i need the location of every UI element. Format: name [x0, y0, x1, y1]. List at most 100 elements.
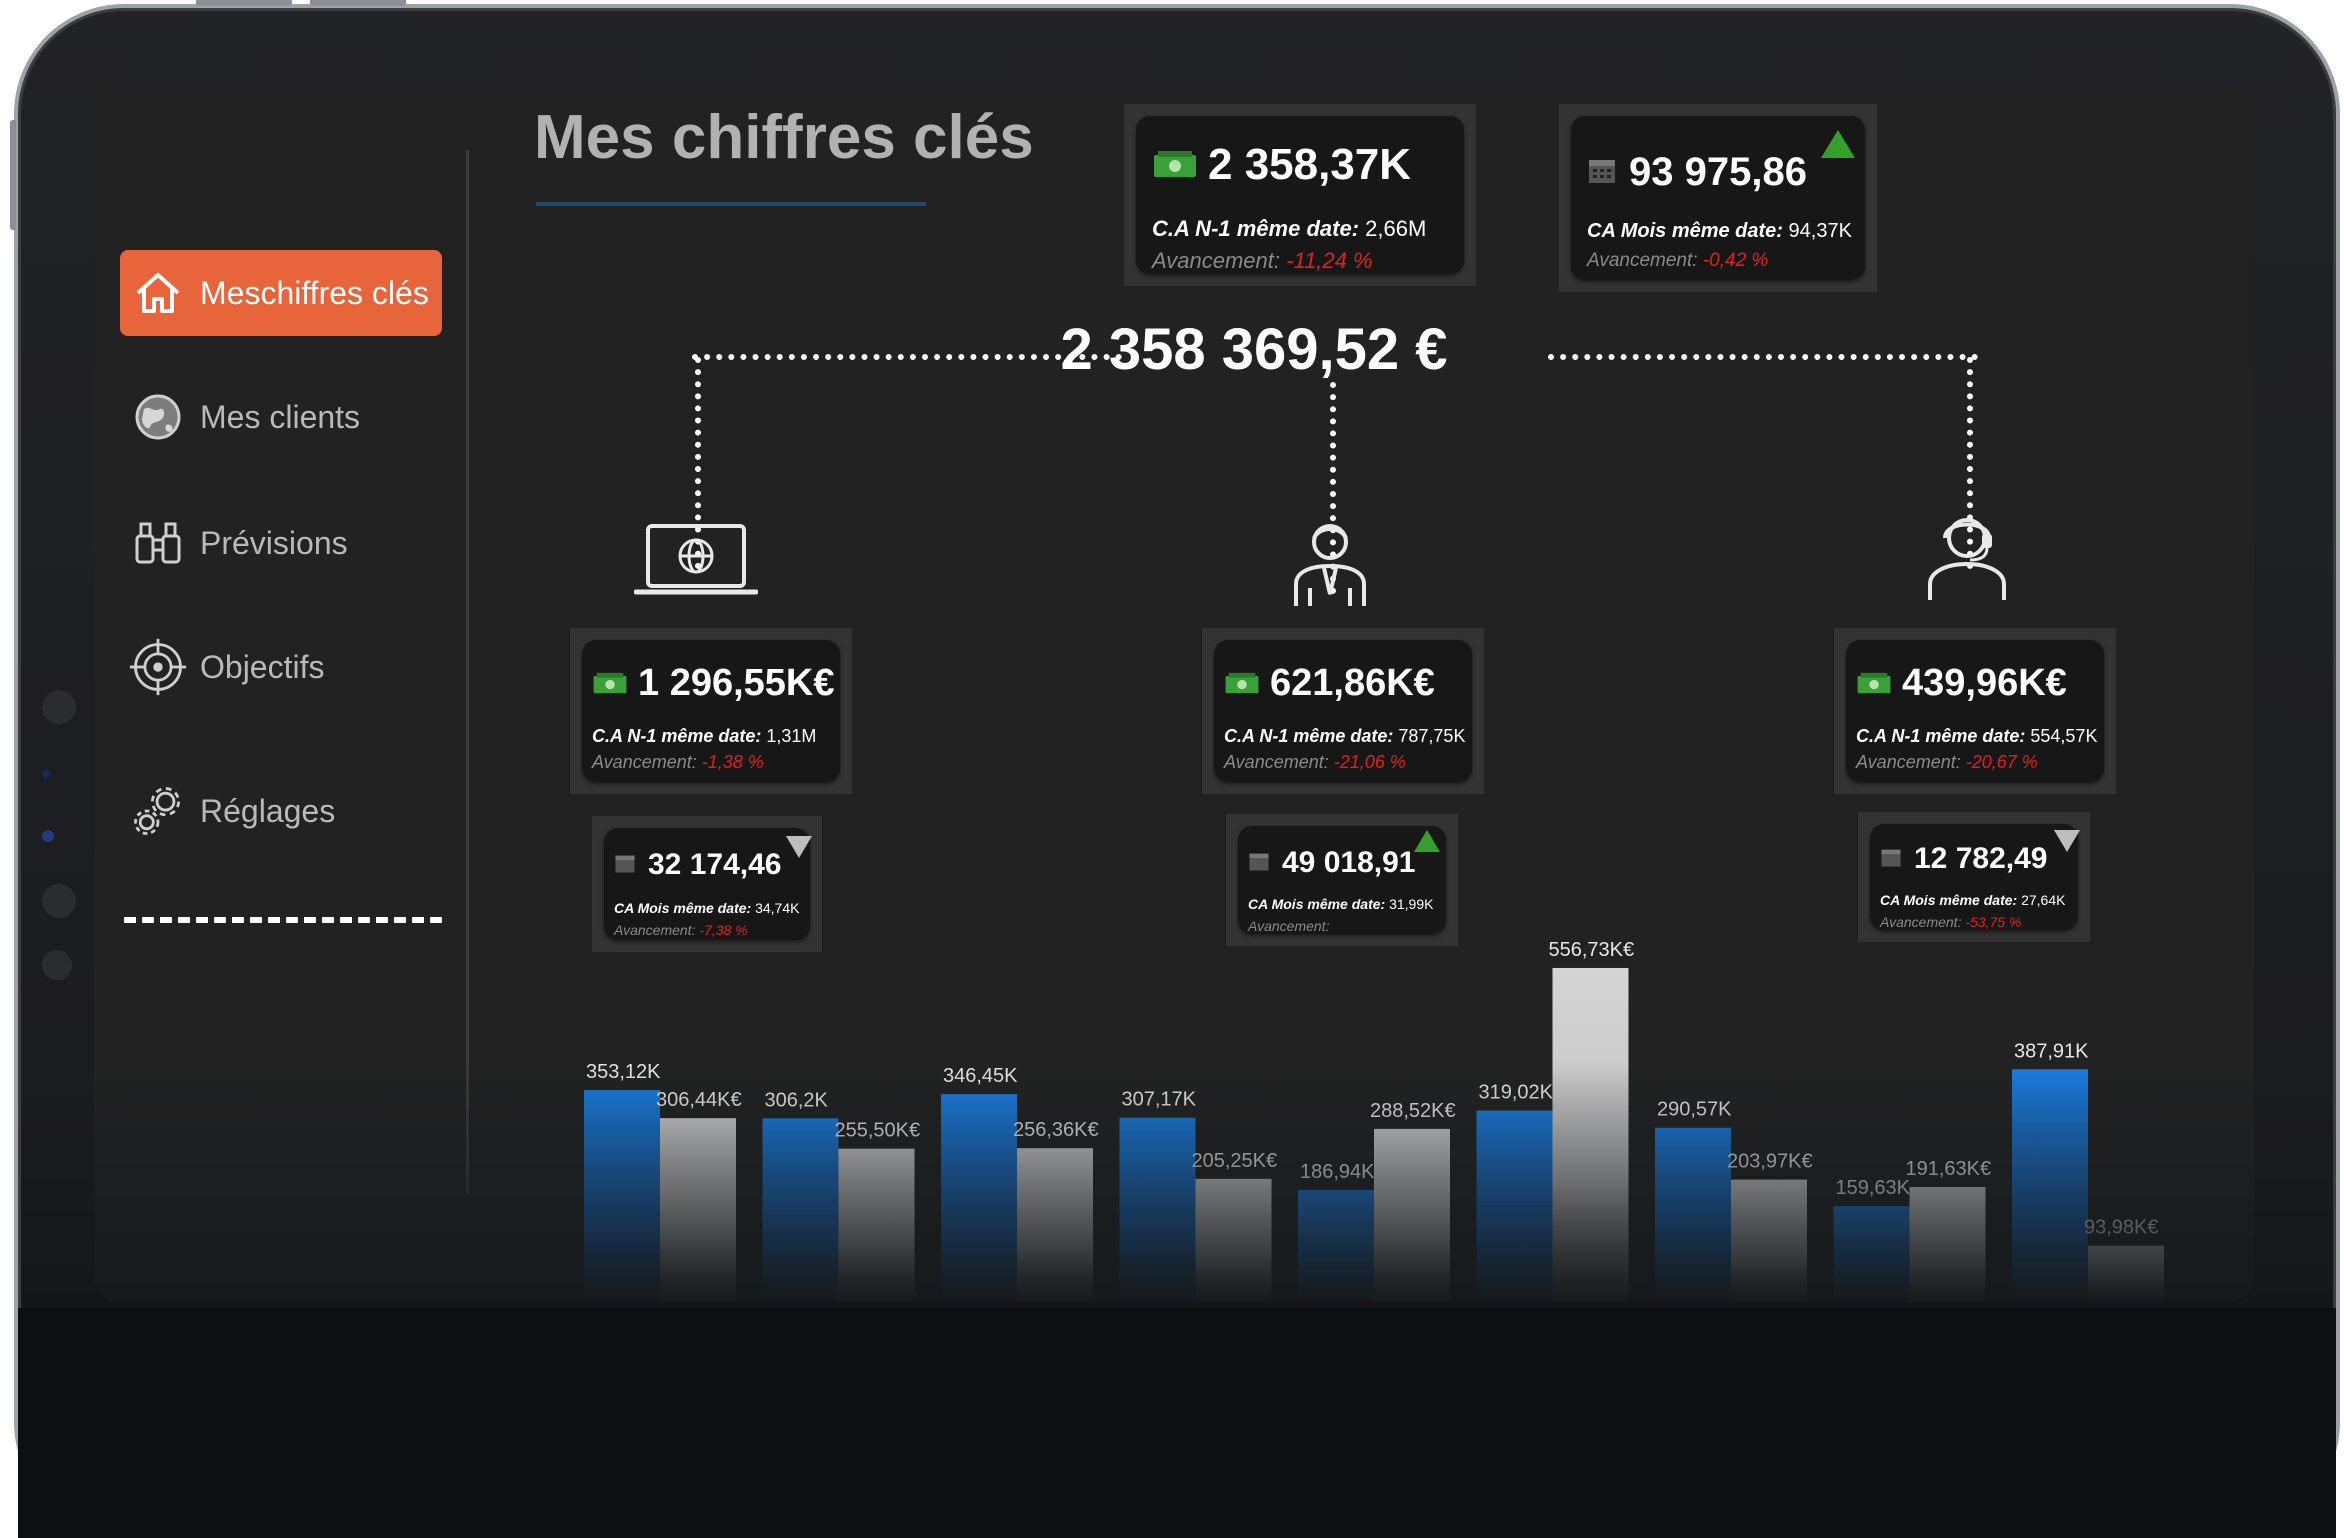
cash-icon	[1224, 662, 1260, 705]
connector-line	[1548, 354, 1978, 360]
segment-month-progress: Avancement:	[1248, 918, 1329, 934]
kpi-card-segment: 439,96K€ C.A N-1 même date: 554,57K Avan…	[1834, 628, 2116, 794]
segment-progress: Avancement: -1,38 %	[592, 752, 764, 773]
segment-month-value: 12 782,49	[1914, 842, 2048, 875]
kpi-adv-label: Avancement:	[1856, 752, 1961, 772]
hardware-button	[196, 0, 292, 6]
segment-month-value: 32 174,46	[648, 848, 782, 881]
kpi-adv-label: Avancement:	[1880, 914, 1962, 930]
kpi-card-inner: 1 296,55K€ C.A N-1 même date: 1,31M Avan…	[582, 640, 840, 782]
kpi-sub-label: CA Mois même date:	[1248, 896, 1386, 912]
sensor-dot	[42, 884, 76, 918]
kpi-sub-label: CA Mois même date:	[614, 900, 752, 916]
kpi-adv-value: -0,42 %	[1702, 250, 1769, 271]
headset-user-icon	[1926, 510, 2008, 607]
sidebar-item-objectifs[interactable]: Objectifs	[120, 624, 442, 710]
sensor-dot	[42, 770, 50, 778]
kpi-adv-label: Avancement:	[1152, 248, 1281, 273]
data-label: 387,91K	[2014, 1040, 2089, 1062]
cash-icon	[592, 662, 628, 705]
sidebar-item-label: Mes clients	[200, 398, 361, 435]
segment-previous: C.A N-1 même date: 554,57K	[1856, 726, 2097, 747]
kpi-card-segment: 621,86K€ C.A N-1 même date: 787,75K Avan…	[1202, 628, 1484, 794]
kpi-month-value: 93 975,86	[1629, 150, 1807, 194]
segment-main-value: 1 296,55K€	[638, 662, 835, 704]
kpi-adv-value: -53,75 %	[1965, 914, 2022, 930]
side-key	[10, 120, 16, 230]
sensor-dot	[42, 830, 54, 842]
page-title: Mes chiffres clés	[534, 103, 1034, 172]
globe-icon	[128, 387, 188, 447]
segment-progress: Avancement: -21,06 %	[1224, 752, 1406, 773]
cash-icon	[1152, 140, 1198, 190]
dashboard-screen: Meschiffres clés Mes clients Prévisions …	[94, 82, 2254, 1302]
sidebar-item-label: Réglages	[200, 792, 336, 829]
kpi-adv-label: Avancement:	[614, 922, 696, 938]
kpi-card-inner: 49 018,91 CA Mois même date: 31,99K Avan…	[1238, 826, 1446, 934]
data-label: 556,73K€	[1549, 939, 1635, 961]
segment-progress: Avancement: -20,67 %	[1856, 752, 2038, 773]
kpi-total-progress: Avancement: -11,24 %	[1152, 248, 1373, 274]
sidebar-divider	[466, 150, 469, 1195]
kpi-main-row: 439,96K€	[1856, 662, 2067, 705]
kpi-sub-value: 94,37K	[1788, 220, 1852, 242]
sidebar-item-reglages[interactable]: Réglages	[120, 768, 442, 854]
businessman-icon	[1292, 518, 1368, 613]
connector-line	[692, 354, 1122, 360]
kpi-sub-value: 1,31M	[766, 726, 817, 746]
segment-previous: C.A N-1 même date: 1,31M	[592, 726, 816, 747]
segment-month-previous: CA Mois même date: 31,99K	[1248, 896, 1433, 912]
kpi-total-value: 2 358,37K	[1208, 140, 1412, 189]
segment-month-previous: CA Mois même date: 34,74K	[614, 900, 799, 916]
kpi-sub-label: C.A N-1 même date:	[1856, 726, 2026, 746]
calendar-icon	[1880, 842, 1902, 876]
title-underline	[536, 202, 926, 206]
kpi-adv-value: -7,38 %	[699, 922, 748, 938]
kpi-card-inner: 2 358,37K C.A N-1 même date: 2,66M Avanc…	[1136, 116, 1464, 274]
kpi-card-inner: 439,96K€ C.A N-1 même date: 554,57K Avan…	[1846, 640, 2104, 782]
kpi-card-inner: 12 782,49 CA Mois même date: 27,64K Avan…	[1870, 824, 2078, 930]
grand-total: 2 358 369,52 €	[1060, 317, 1448, 382]
kpi-sub-value: 31,99K	[1389, 896, 1434, 912]
segment-month-value: 49 018,91	[1282, 846, 1416, 879]
kpi-adv-value: -11,24 %	[1286, 248, 1373, 273]
sidebar-dashed-separator	[124, 917, 442, 923]
segment-month-progress: Avancement: -53,75 %	[1880, 914, 2021, 930]
screen-fade	[94, 1062, 2254, 1302]
calendar-icon	[614, 848, 636, 882]
kpi-sub-label: CA Mois même date:	[1880, 892, 2018, 908]
kpi-main-row: 93 975,86	[1587, 150, 1807, 195]
kpi-sub-value: 554,57K	[2030, 726, 2098, 746]
kpi-card-inner: 32 174,46 CA Mois même date: 34,74K Avan…	[604, 828, 810, 940]
binoculars-icon	[128, 513, 188, 573]
segment-previous: C.A N-1 même date: 787,75K	[1224, 726, 1465, 747]
kpi-adv-label: Avancement:	[1224, 752, 1329, 772]
connector-line	[695, 357, 701, 569]
laptop-globe-icon	[633, 522, 759, 603]
kpi-card-total: 2 358,37K C.A N-1 même date: 2,66M Avanc…	[1124, 104, 1476, 286]
segment-main-value: 621,86K€	[1270, 662, 1435, 704]
gears-icon	[128, 781, 188, 841]
kpi-sub-label: C.A N-1 même date:	[592, 726, 762, 746]
kpi-sub-label: C.A N-1 même date:	[1152, 216, 1360, 241]
kpi-main-row: 1 296,55K€	[592, 662, 835, 705]
cash-icon	[1856, 662, 1892, 705]
trend-up-icon	[1821, 130, 1855, 158]
sidebar-item-mes-chiffres-cles[interactable]: Meschiffres clés	[120, 250, 442, 336]
sensor-dot	[42, 690, 76, 724]
kpi-card-segment-month: 32 174,46 CA Mois même date: 34,74K Avan…	[592, 816, 822, 952]
sensor-dot	[42, 950, 72, 980]
kpi-sub-value: 27,64K	[2021, 892, 2066, 908]
home-icon	[128, 263, 188, 323]
sidebar-item-mes-clients[interactable]: Mes clients	[120, 374, 442, 460]
kpi-sub-value: 787,75K	[1398, 726, 1466, 746]
calendar-icon	[1587, 150, 1617, 195]
kpi-sub-value: 2,66M	[1365, 216, 1427, 241]
sidebar-item-previsions[interactable]: Prévisions	[120, 500, 442, 586]
kpi-total-previous: C.A N-1 même date: 2,66M	[1152, 216, 1426, 242]
segment-month-progress: Avancement: -7,38 %	[614, 922, 748, 938]
kpi-main-row: 49 018,91	[1248, 846, 1415, 880]
kpi-adv-label: Avancement:	[1587, 250, 1698, 271]
kpi-adv-label: Avancement:	[592, 752, 697, 772]
kpi-card-segment-month: 49 018,91 CA Mois même date: 31,99K Avan…	[1226, 814, 1458, 946]
